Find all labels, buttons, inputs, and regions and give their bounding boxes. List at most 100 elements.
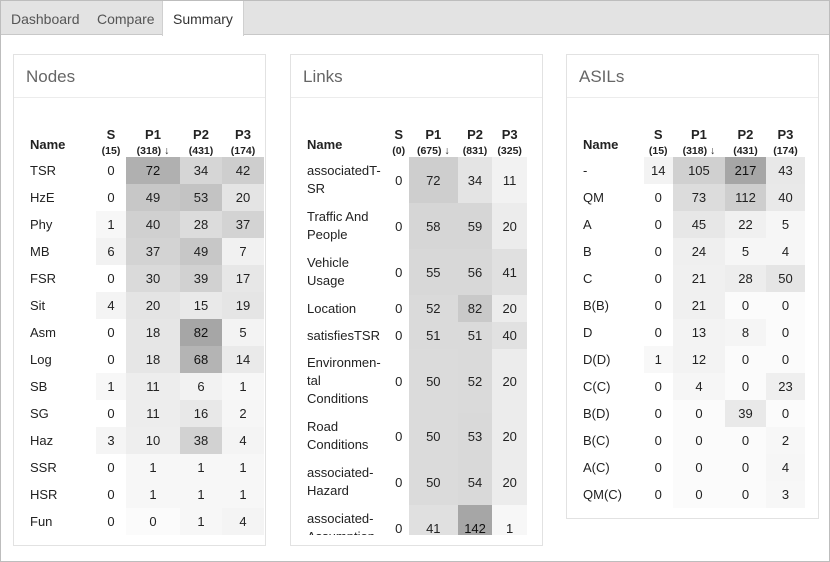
asils-cell: 12 (672, 346, 726, 373)
nodes-card-title: Nodes (14, 55, 265, 98)
asils-col-header: P3 (174) (766, 117, 805, 157)
table-row: Haz 3 10 38 4 (26, 427, 264, 454)
links-row-name-line: Assumption (307, 528, 389, 535)
table-row: Asm 0 18 82 5 (26, 319, 264, 346)
asils-row-name: D(D) (583, 351, 611, 367)
asils-cell: 0 (654, 325, 662, 340)
table-row: Location 0 52 82 20 (303, 295, 527, 322)
asils-row-name: D (583, 324, 593, 340)
nodes-cell: 18 (126, 346, 180, 373)
nodes-col-header: P2 (431) (180, 117, 222, 157)
asils-cell: 0 (765, 346, 805, 373)
nodes-cell: 1 (180, 508, 222, 535)
links-row-name-line: Traffic And (307, 209, 369, 224)
asils-row-name: B (583, 243, 592, 259)
tab-dashboard[interactable]: Dashboard (11, 11, 80, 27)
asils-cell: 0 (654, 217, 662, 232)
asils-row-name: B(C) (583, 432, 610, 448)
asils-cell: 39 (725, 400, 766, 427)
table-row: Traffic And People 0 58 59 20 (303, 203, 527, 249)
table-row: TSR 0 72 34 42 (26, 157, 264, 184)
nodes-cell: 0 (107, 190, 115, 205)
asils-row-name: C (583, 270, 593, 286)
links-header-label: Name (307, 136, 343, 152)
tab-summary[interactable]: Summary (162, 1, 244, 36)
table-row: B(B) 0 21 0 0 (579, 292, 805, 319)
table-row: SB 1 11 6 1 (26, 373, 264, 400)
asils-header-label: S (653, 127, 663, 142)
nodes-cell: 1 (222, 373, 264, 400)
nodes-cell: 0 (107, 514, 115, 529)
links-cell: 55 (408, 249, 458, 295)
tab-compare[interactable]: Compare (97, 11, 155, 27)
nodes-table-scroll[interactable]: Name S (15) P1 (318) ↓ P2 (431) P3 (174) TSR 0 72 34… (26, 117, 265, 543)
links-cell: 142 (457, 505, 493, 535)
nodes-cell: 3 (96, 427, 126, 454)
nodes-cell: 0 (107, 406, 115, 421)
nodes-cell: 1 (180, 454, 222, 481)
nodes-cell: 11 (126, 373, 180, 400)
asils-cell: 0 (725, 346, 766, 373)
nodes-header-count: (15) (101, 145, 121, 157)
nodes-cell: 0 (107, 271, 115, 286)
nodes-cell: 39 (180, 265, 222, 292)
nodes-row-name: Haz (30, 432, 54, 448)
asils-header-label: Name (583, 136, 619, 152)
asils-cell: 0 (654, 190, 662, 205)
asils-cell: 0 (672, 427, 726, 454)
asils-table-scroll[interactable]: Name S (15) P1 (318) ↓ P2 (431) P3 (174) -14 105 21… (579, 117, 818, 517)
links-cell: 52 (457, 349, 493, 413)
nodes-cell: 1 (96, 211, 126, 238)
table-row: B(C) 0 0 0 2 (579, 427, 805, 454)
links-cell: 11 (492, 157, 527, 203)
asils-table: Name S (15) P1 (318) ↓ P2 (431) P3 (174) -14 105 21… (579, 117, 805, 508)
links-cell: 59 (457, 203, 493, 249)
asils-header-count: (431) (733, 145, 758, 157)
table-row: FSR 0 30 39 17 (26, 265, 264, 292)
asils-col-header: P2 (431) (725, 117, 766, 157)
asils-cell: 0 (654, 298, 662, 313)
links-row-name-line: People (307, 227, 348, 242)
nodes-header-label: P1 (145, 127, 161, 142)
asils-col-header: S (15) (644, 117, 673, 157)
asils-cell: 1 (643, 346, 673, 373)
nodes-row-name: SB (30, 378, 48, 394)
links-cell: 20 (492, 349, 527, 413)
links-table-scroll[interactable]: Name S (0) P1 (675) ↓ P2 (831) P3 (325) associate… (303, 117, 542, 535)
asils-cell: 0 (725, 373, 766, 400)
table-row: A(C) 0 0 0 4 (579, 454, 805, 481)
links-col-header[interactable]: P1 (675) ↓ (409, 117, 458, 157)
links-row-name-line: associated- (307, 511, 374, 526)
asils-cell: 0 (654, 433, 662, 448)
links-row-name: Location (303, 295, 389, 322)
nodes-cell: 17 (222, 265, 264, 292)
asils-cell: 217 (725, 157, 766, 184)
links-row-name-line: SR (307, 181, 326, 196)
nodes-cell: 1 (126, 481, 180, 508)
asils-cell: 5 (765, 211, 805, 238)
asils-cell: 0 (765, 400, 805, 427)
asils-header-label: P1 (690, 127, 707, 142)
asils-cell: 4 (672, 373, 726, 400)
links-cell: 51 (457, 322, 493, 349)
links-cell: 0 (395, 328, 403, 343)
nodes-row-name: SG (30, 405, 49, 421)
asils-cell: 14 (643, 157, 673, 184)
links-cell: 20 (492, 413, 527, 459)
asils-cell: 112 (725, 184, 766, 211)
nodes-cell: 82 (180, 319, 222, 346)
links-row-name-line: tal (307, 373, 321, 388)
links-row-name: associatedT- SR (303, 157, 389, 203)
nodes-col-header[interactable]: P1 (318) ↓ (126, 117, 180, 157)
asils-cell: 22 (725, 211, 766, 238)
nodes-cell: 16 (180, 400, 222, 427)
links-cell: 50 (408, 413, 458, 459)
table-row: B 0 24 5 4 (579, 238, 805, 265)
asils-col-header[interactable]: P1 (318) ↓ (673, 117, 725, 157)
links-cell: 34 (457, 157, 493, 203)
links-row-name: Vehicle Usage (303, 249, 389, 295)
nodes-cell: 49 (126, 184, 180, 211)
nodes-card: Nodes Name S (15) P1 (318) ↓ P2 (431) P3 (174) TS… (13, 54, 266, 546)
asils-cell: 23 (765, 373, 805, 400)
asils-header-label: P3 (777, 127, 794, 142)
